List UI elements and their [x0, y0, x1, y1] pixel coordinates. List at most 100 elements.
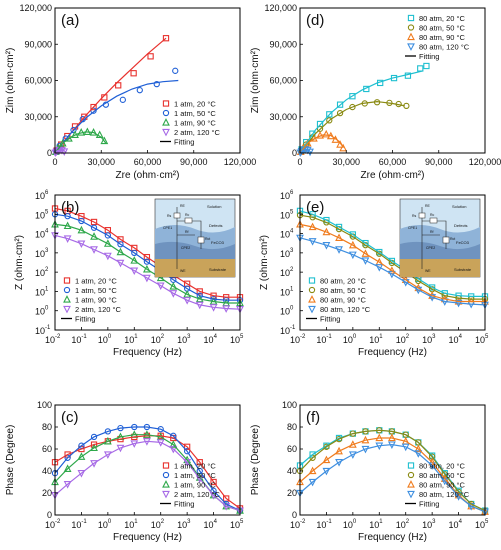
inset-inner-layer	[155, 241, 235, 259]
data-point	[169, 445, 178, 454]
series	[53, 67, 179, 154]
panel-label: (b)	[61, 199, 79, 216]
x-tick-exponent: -2	[55, 519, 61, 525]
series	[298, 62, 430, 153]
fit-curve	[299, 134, 344, 154]
x-tick-label: 10	[396, 520, 406, 530]
legend-label: 1 atm, 90 °C	[75, 296, 117, 305]
inset-label-rc: Rc	[430, 213, 435, 217]
y-tick-label: 0	[47, 510, 52, 520]
data-point	[90, 103, 97, 111]
x-tick-exponent: 0	[353, 519, 357, 525]
y-tick-label: 80	[287, 422, 297, 432]
x-tick-label: 10	[290, 335, 300, 345]
legend-label: 1 atm, 90 °C	[174, 481, 216, 490]
legend: 80 atm, 20 °C80 atm, 50 °C80 atm, 90 °C8…	[405, 14, 470, 61]
legend-label: 80 atm, 50 °C	[419, 24, 466, 33]
x-tick-label: 10	[177, 335, 187, 345]
x-tick-exponent: 3	[432, 334, 436, 340]
inset-label-re: RE	[425, 204, 431, 208]
data-point	[90, 218, 98, 226]
fit-curve	[299, 214, 485, 300]
data-point	[143, 258, 151, 265]
x-tick-exponent: 3	[187, 519, 191, 525]
y-tick-exponent: 3	[45, 248, 49, 254]
x-tick-label: 120,000	[469, 157, 501, 167]
inset-substrate	[400, 259, 480, 277]
data-point	[308, 466, 317, 475]
fit-curve	[54, 234, 241, 310]
data-point	[136, 87, 143, 94]
x-tick-label: 10	[204, 335, 214, 345]
y-tick-label: 10	[280, 210, 290, 220]
x-tick-label: 10	[422, 335, 432, 345]
inset-diagram: Solution Defects FeCO3 Substrate RE WE Rs Rc Rf R…	[154, 198, 236, 278]
y-tick-label: 120,000	[19, 3, 52, 13]
panel-label: (d)	[306, 12, 324, 29]
x-tick-label: 10	[124, 520, 134, 530]
legend-marker	[407, 32, 415, 41]
inset-label-rs: Rs	[412, 214, 417, 218]
x-tick-exponent: 1	[134, 519, 138, 525]
legend-marker	[407, 24, 415, 31]
data-point	[326, 117, 333, 124]
data-point	[196, 459, 203, 466]
x-tick-exponent: 4	[459, 334, 463, 340]
data-point	[130, 70, 137, 77]
data-point	[95, 130, 104, 139]
data-point	[209, 492, 218, 500]
legend-marker	[162, 490, 170, 499]
inset-label-feco3: FeCO3	[211, 240, 225, 245]
y-tick-label: 10	[35, 210, 45, 220]
y-tick-exponent: 4	[290, 229, 294, 235]
legend-label: 2 atm, 120 °C	[174, 128, 221, 137]
inset-resistor-rct	[442, 236, 450, 244]
data-point	[196, 292, 203, 299]
legend-marker	[162, 109, 170, 117]
data-point	[322, 467, 331, 476]
inset-label-re: RE	[180, 204, 186, 208]
inset-label-cpe1: CPE1	[408, 226, 417, 230]
inset-resistor-rs	[418, 212, 426, 219]
data-point	[78, 442, 85, 449]
x-tick-exponent: 2	[161, 334, 165, 340]
y-tick-label: 20	[42, 488, 52, 498]
fit-curve	[299, 237, 486, 306]
legend-label: 80 atm, 120 °C	[320, 305, 371, 314]
x-tick-label: 10	[343, 520, 353, 530]
data-point	[172, 67, 179, 74]
panel-label: (e)	[306, 199, 324, 216]
fit-curve	[299, 429, 486, 512]
legend-marker	[308, 305, 316, 314]
legend-marker	[308, 286, 316, 294]
y-tick-exponent: 0	[290, 306, 294, 312]
x-tick-exponent: -2	[300, 334, 306, 340]
data-point	[77, 452, 86, 460]
y-tick-label: 10	[35, 191, 45, 201]
inset-substrate	[155, 259, 235, 277]
fit-curve	[299, 443, 486, 513]
x-tick-label: 10	[369, 335, 379, 345]
y-tick-exponent: -1	[45, 325, 51, 331]
y-tick-label: 80	[42, 422, 52, 432]
y-tick-label: 10	[280, 326, 290, 336]
x-tick-exponent: 1	[134, 334, 138, 340]
legend-marker	[63, 305, 71, 314]
y-tick-label: 40	[287, 466, 297, 476]
x-tick-label: 10	[316, 335, 326, 345]
data-point	[162, 35, 170, 42]
data-point	[308, 478, 317, 487]
legend-marker	[63, 295, 71, 303]
legend: 1 atm, 20 °C1 atm, 50 °C1 atm, 90 °C2 at…	[160, 100, 221, 147]
fit-curve	[54, 149, 67, 154]
y-tick-label: 0	[292, 148, 297, 158]
series	[53, 35, 170, 154]
data-point	[77, 470, 86, 478]
fit-curve	[54, 37, 167, 154]
inset-resistor-rs	[173, 212, 181, 219]
x-tick-exponent: -2	[55, 334, 61, 340]
fit-curve	[54, 435, 241, 509]
y-tick-exponent: 0	[45, 306, 49, 312]
y-tick-label: 60,000	[24, 76, 52, 86]
